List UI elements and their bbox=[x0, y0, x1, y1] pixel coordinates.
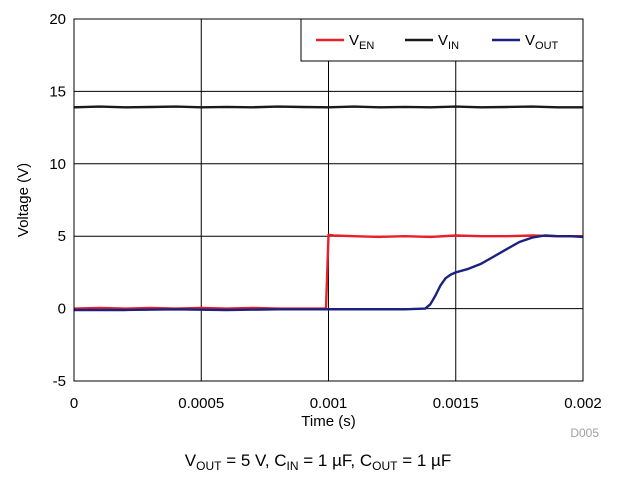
series-line-out bbox=[74, 234, 584, 312]
figure-caption: VOUT = 5 V, CIN = 1 µF, COUT = 1 µF bbox=[185, 451, 451, 473]
legend-box bbox=[300, 18, 584, 62]
y-tick-label: 0 bbox=[58, 301, 66, 318]
x-tick-label: 0 bbox=[70, 395, 78, 412]
x-tick-label: 0.001 bbox=[310, 395, 348, 412]
legend: VEN VIN VOUT bbox=[300, 18, 584, 62]
y-tick-label: 15 bbox=[49, 83, 66, 100]
legend-label-in: VIN bbox=[438, 32, 459, 52]
y-tick-label: 10 bbox=[49, 156, 66, 173]
legend-label-out: VOUT bbox=[525, 32, 559, 52]
x-tick-label: 0.002 bbox=[564, 395, 602, 412]
series-layer bbox=[73, 105, 584, 312]
x-axis-title: Time (s) bbox=[301, 413, 355, 430]
x-tick-label: 0.0015 bbox=[433, 395, 479, 412]
figure-code: D005 bbox=[570, 426, 599, 440]
y-tick-label: 5 bbox=[58, 228, 66, 245]
y-axis-title: Voltage (V) bbox=[15, 163, 32, 237]
y-tick-label: -5 bbox=[53, 373, 66, 390]
legend-label-en: VEN bbox=[349, 32, 374, 52]
series-line-in bbox=[73, 105, 583, 109]
x-tick-label: 0.0005 bbox=[178, 395, 224, 412]
y-tick-label: 20 bbox=[49, 11, 66, 28]
grid bbox=[73, 18, 584, 382]
